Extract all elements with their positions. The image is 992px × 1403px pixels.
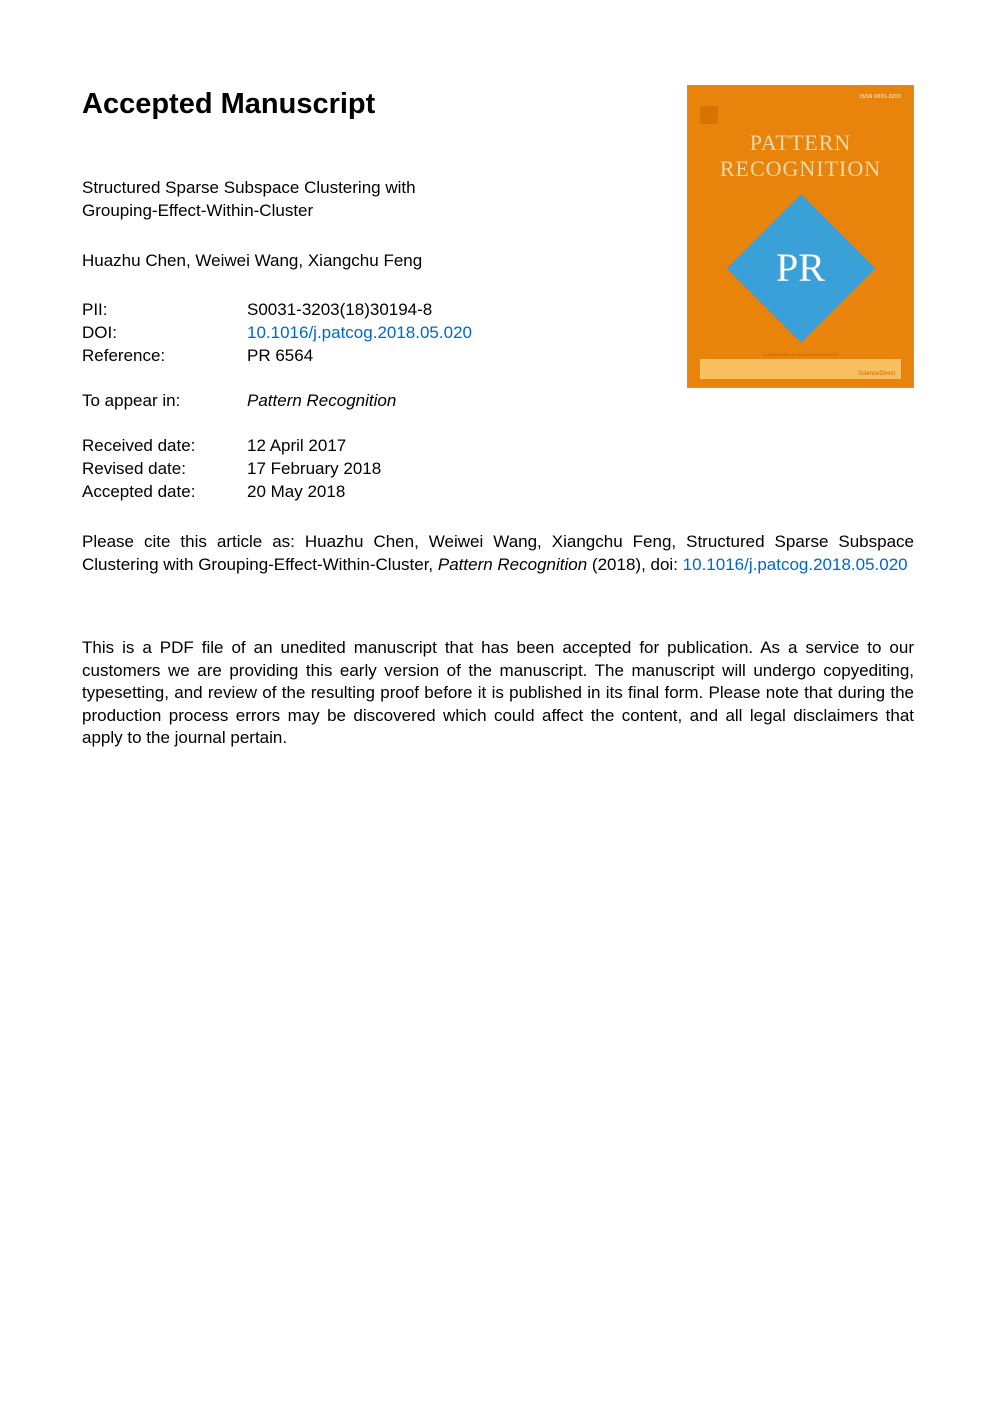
reference-label: Reference: (82, 345, 247, 368)
accepted-value: 20 May 2018 (247, 481, 345, 504)
article-title-line2: Grouping-Effect-Within-Cluster (82, 201, 313, 220)
received-value: 12 April 2017 (247, 435, 346, 458)
citation-block: Please cite this article as: Huazhu Chen… (82, 531, 914, 577)
revised-label: Revised date: (82, 458, 247, 481)
appear-value: Pattern Recognition (247, 390, 396, 413)
cover-title-line2: RECOGNITION (688, 156, 913, 182)
citation-journal: Pattern Recognition (438, 555, 587, 574)
cover-issn: ISSN 0031-3203 (860, 94, 901, 100)
pii-value: S0031-3203(18)30194-8 (247, 299, 432, 322)
cover-journal-title: PATTERN RECOGNITION (688, 130, 913, 182)
meta-row-appear: To appear in: Pattern Recognition (82, 390, 914, 413)
pii-label: PII: (82, 299, 247, 322)
citation-suffix: (2018), doi: (587, 555, 682, 574)
revised-value: 17 February 2018 (247, 458, 381, 481)
reference-value: PR 6564 (247, 345, 313, 368)
cover-monogram: PR (776, 244, 825, 291)
accepted-label: Accepted date: (82, 481, 247, 504)
doi-link[interactable]: 10.1016/j.patcog.2018.05.020 (247, 322, 472, 345)
article-title: Structured Sparse Subspace Clustering wi… (82, 177, 442, 223)
cover-sciencedirect-label: ScienceDirect (858, 371, 895, 377)
disclaimer-text: This is a PDF file of an unedited manusc… (82, 637, 914, 749)
meta-row-revised: Revised date: 17 February 2018 (82, 458, 914, 481)
article-title-line1: Structured Sparse Subspace Clustering wi… (82, 178, 416, 197)
appear-label: To appear in: (82, 390, 247, 413)
journal-cover-thumbnail: ISSN 0031-3203 PATTERN RECOGNITION PR Av… (687, 85, 914, 388)
cover-title-line1: PATTERN (688, 130, 913, 156)
meta-row-received: Received date: 12 April 2017 (82, 435, 914, 458)
cover-available-text: Available online at www.sciencedirect.co… (688, 352, 913, 357)
elsevier-tree-icon (700, 106, 718, 124)
received-label: Received date: (82, 435, 247, 458)
citation-doi-link[interactable]: 10.1016/j.patcog.2018.05.020 (683, 555, 908, 574)
doi-label: DOI: (82, 322, 247, 345)
meta-row-accepted: Accepted date: 20 May 2018 (82, 481, 914, 504)
